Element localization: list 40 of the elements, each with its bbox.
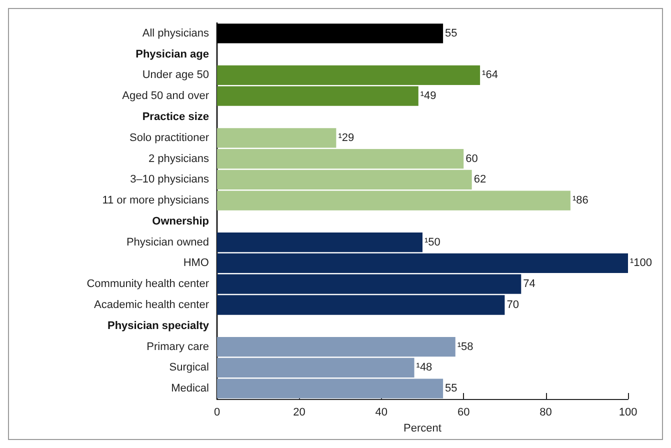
y-tick-label: Physician specialty <box>108 320 210 332</box>
data-label: ¹86 <box>572 194 588 207</box>
bar <box>217 24 444 44</box>
data-label: 74 <box>523 278 536 290</box>
y-tick-label: Solo practitioner <box>130 132 210 144</box>
y-tick-label: Medical <box>171 382 209 395</box>
data-label: 62 <box>474 174 486 186</box>
y-tick-label: Practice size <box>142 111 209 123</box>
data-label: ¹49 <box>420 90 436 102</box>
data-label: ¹100 <box>630 257 652 270</box>
y-tick-label: Community health center <box>86 278 210 290</box>
y-tick-label: All physicians <box>142 27 210 40</box>
y-tick-label: Ownership <box>152 215 210 228</box>
x-axis-title: Percent <box>404 422 442 434</box>
y-tick-label: Academic health center <box>94 299 210 311</box>
y-tick-label: 11 or more physicians <box>102 194 210 207</box>
data-label: ¹58 <box>457 340 474 353</box>
y-tick-label: Physician owned <box>126 236 209 248</box>
data-label: ¹50 <box>424 236 440 248</box>
x-tick-label: 60 <box>457 406 470 418</box>
data-label: 70 <box>506 299 519 311</box>
y-tick-label: HMO <box>183 257 210 270</box>
data-label: ¹64 <box>482 69 498 82</box>
data-label: 55 <box>445 382 458 395</box>
y-tick-label: 3–10 physicians <box>130 174 210 186</box>
y-tick-label: 2 physicians <box>148 152 210 165</box>
x-tick-label: 0 <box>214 406 220 418</box>
y-tick-label: Under age 50 <box>142 69 209 82</box>
x-tick-label: 100 <box>618 406 638 418</box>
data-label: 60 <box>466 152 478 165</box>
y-tick-label: Aged 50 and over <box>122 90 210 102</box>
data-label: 55 <box>445 27 458 40</box>
data-label: ¹29 <box>338 132 354 144</box>
y-tick-label: Surgical <box>169 362 209 374</box>
x-tick-label: 40 <box>375 406 388 418</box>
y-tick-label: Primary care <box>146 340 209 353</box>
y-tick-label: Physician age <box>136 48 209 60</box>
data-label: ¹48 <box>416 362 432 374</box>
x-tick-label: 80 <box>540 406 552 418</box>
x-tick-label: 20 <box>293 406 306 418</box>
